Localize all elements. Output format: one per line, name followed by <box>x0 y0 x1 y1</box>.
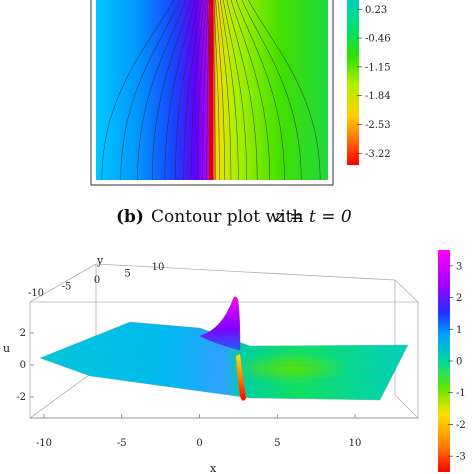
colorbar-tick-label: -1.84 <box>365 91 391 102</box>
surface-mesh <box>59 342 403 385</box>
surface-panel: -10 -5 0 5 10 -10 -5 0 5 10 2 0 -2 x y u <box>3 254 419 474</box>
caption-tag: (b) <box>116 207 144 227</box>
colorbar-tick-label: 0 <box>456 357 462 368</box>
x-axis-label: x <box>210 462 217 474</box>
contour-colorbar: 0.23 -0.46 -1.15 -1.84 -2.53 -3.22 <box>347 0 391 165</box>
x-tick-label: -10 <box>36 438 52 449</box>
colorbar-tick-label: 0.23 <box>365 5 387 16</box>
surface-axes: -10 -5 0 5 10 -10 -5 0 5 10 2 0 -2 <box>16 262 361 449</box>
contour-line <box>151 0 192 181</box>
contour-line <box>164 0 196 181</box>
colorbar-tick-label: -3.22 <box>365 149 391 160</box>
contour-lines <box>101 0 321 181</box>
colorbar-tick-label: -2 <box>456 420 466 431</box>
contour-line <box>213 0 220 181</box>
u-tick-label: -2 <box>16 392 26 403</box>
contour-line <box>230 0 271 181</box>
contour-line <box>175 0 200 181</box>
contour-line <box>235 0 285 181</box>
x-tick-label: 0 <box>196 438 202 449</box>
colorbar-tick-label: 2 <box>456 293 462 304</box>
contour-line <box>241 0 302 181</box>
y-tick-label: 10 <box>152 262 165 273</box>
u-axis-label: u <box>3 342 10 355</box>
colorbar-tick-label: -1 <box>456 388 466 399</box>
u-tick-label: 0 <box>20 360 26 371</box>
colorbar-tick-label: 1 <box>456 325 462 336</box>
contour-colorbar-ticks: 0.23 -0.46 -1.15 -1.84 -2.53 -3.22 <box>357 5 391 160</box>
contour-line <box>226 0 258 181</box>
caption-math: z = t = 0 <box>274 207 352 227</box>
surface-colorbar-ticks: 3 2 1 0 -1 -2 -3 <box>448 261 466 463</box>
x-tick-label: -5 <box>117 438 127 449</box>
contour-line <box>137 0 187 181</box>
y-tick-label: -10 <box>28 288 44 299</box>
y-tick-label: 5 <box>124 269 130 280</box>
contour-panel <box>90 0 334 186</box>
colorbar-tick-label: -1.15 <box>365 62 391 73</box>
caption: (b) Contour plot with z = t = 0 <box>116 207 352 227</box>
contour-line <box>183 0 202 181</box>
contour-colorbar-gradient <box>347 0 359 165</box>
surface-colorbar: 3 2 1 0 -1 -2 -3 <box>438 250 466 472</box>
u-tick-label: 2 <box>20 328 26 339</box>
contour-line <box>215 0 225 181</box>
contour-line <box>120 0 181 181</box>
surface-peak <box>199 296 241 351</box>
contour-line <box>190 0 205 181</box>
surface-trough <box>236 354 246 401</box>
colorbar-tick-label: -2.53 <box>365 120 391 131</box>
contour-line <box>101 0 174 181</box>
contour-line <box>202 0 209 181</box>
x-tick-label: 10 <box>349 438 362 449</box>
contour-line <box>248 0 321 181</box>
contour-line <box>197 0 207 181</box>
x-tick-label: 5 <box>274 438 280 449</box>
contour-line <box>220 0 239 181</box>
contour-singular-line <box>209 0 213 180</box>
y-tick-label: 0 <box>94 275 100 286</box>
colorbar-tick-label: 3 <box>456 261 462 272</box>
caption-text: Contour plot with <box>151 207 303 227</box>
surface-colorbar-gradient <box>438 250 450 472</box>
contour-line <box>222 0 247 181</box>
y-axis-label: y <box>96 254 104 267</box>
contour-line <box>217 0 232 181</box>
colorbar-tick-label: -3 <box>456 452 466 463</box>
y-tick-label: -5 <box>62 282 72 293</box>
surface-dip <box>232 352 348 384</box>
colorbar-tick-label: -0.46 <box>365 34 391 45</box>
